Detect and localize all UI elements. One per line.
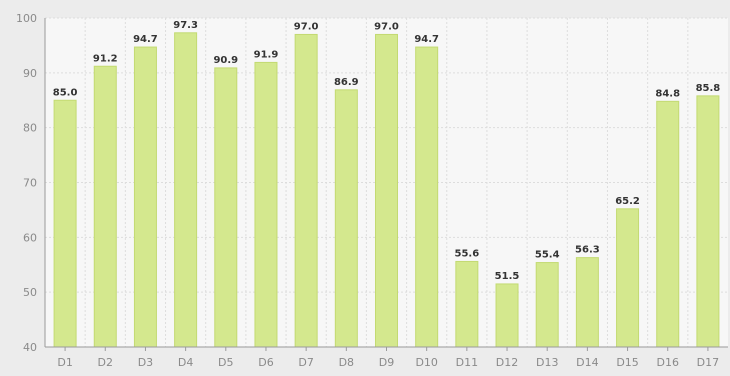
- bar: [535, 262, 559, 348]
- x-tick-label: D11: [456, 356, 478, 369]
- x-tick-label: D6: [258, 356, 273, 369]
- data-label: 84.8: [655, 88, 680, 99]
- y-tick-label: 50: [23, 286, 37, 299]
- bar: [415, 46, 439, 348]
- bar: [495, 283, 519, 348]
- x-tick-label: D17: [697, 356, 719, 369]
- bar: [254, 61, 278, 348]
- data-label: 97.0: [374, 21, 399, 32]
- x-tick-label: D5: [218, 356, 233, 369]
- data-label: 65.2: [615, 196, 640, 207]
- data-label: 55.4: [535, 250, 560, 261]
- y-tick-label: 90: [23, 67, 37, 80]
- data-label: 91.2: [93, 53, 118, 64]
- x-tick-label: D4: [178, 356, 193, 369]
- x-tick-label: D3: [138, 356, 153, 369]
- data-label: 90.9: [213, 55, 238, 66]
- x-tick-label: D8: [339, 356, 354, 369]
- x-tick-label: D7: [298, 356, 313, 369]
- x-tick-label: D1: [57, 356, 72, 369]
- data-label: 94.7: [133, 34, 158, 45]
- data-label: 85.8: [696, 83, 721, 94]
- x-tick-label: D10: [415, 356, 437, 369]
- data-label: 97.3: [173, 20, 198, 31]
- x-tick-label: D9: [379, 356, 394, 369]
- x-tick-label: D2: [98, 356, 113, 369]
- y-tick-label: 70: [23, 177, 37, 190]
- bar: [294, 33, 318, 348]
- bar: [375, 33, 398, 348]
- y-tick-label: 100: [16, 12, 37, 25]
- bar: [334, 89, 358, 348]
- data-label: 85.0: [53, 87, 78, 98]
- x-tick-label: D15: [616, 356, 638, 369]
- data-label: 86.9: [334, 77, 359, 88]
- x-tick-label: D12: [496, 356, 518, 369]
- x-tick-label: D16: [657, 356, 679, 369]
- x-tick-label: D14: [576, 356, 598, 369]
- bar: [696, 95, 720, 348]
- bar: [93, 65, 117, 348]
- bar: [174, 32, 198, 348]
- x-tick-label: D13: [536, 356, 558, 369]
- y-tick-label: 40: [23, 341, 37, 354]
- bar: [455, 260, 479, 348]
- bar: [133, 46, 157, 348]
- bar: [616, 208, 640, 348]
- y-tick-label: 80: [23, 122, 37, 135]
- bar: [575, 257, 599, 348]
- data-label: 55.6: [455, 248, 480, 259]
- bar: [53, 99, 77, 348]
- bar: [656, 100, 680, 348]
- data-label: 94.7: [414, 34, 439, 45]
- data-label: 97.0: [294, 21, 319, 32]
- y-tick-label: 60: [23, 231, 37, 244]
- data-label: 56.3: [575, 245, 600, 256]
- bar: [214, 67, 238, 348]
- data-label: 51.5: [495, 271, 520, 282]
- data-label: 91.9: [254, 49, 279, 60]
